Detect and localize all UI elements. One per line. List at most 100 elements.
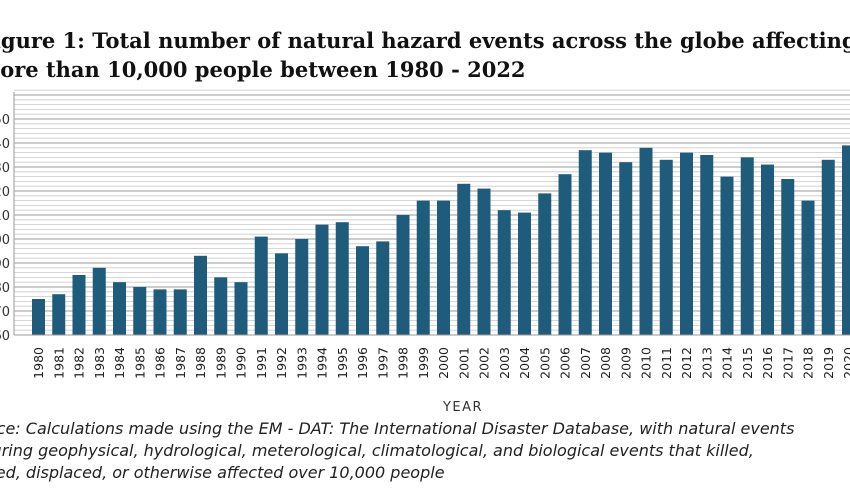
bar-2014 — [720, 176, 734, 335]
bar-2001 — [457, 183, 471, 335]
x-axis-ticks: 1980 1981 1982 1983 1984 1985 1986 1987 1988 1989… — [31, 347, 850, 379]
y-tick-label: 90 — [0, 257, 10, 272]
x-tick-label: 1986 — [153, 347, 168, 379]
x-tick-label: 2004 — [517, 347, 532, 379]
x-tick-label: 2011 — [659, 347, 674, 379]
bar-2009 — [619, 162, 633, 335]
chart-title: Figure 1: Total number of natural hazard… — [0, 26, 850, 84]
x-tick-label: 1989 — [213, 347, 228, 379]
x-tick-label: 2000 — [436, 347, 451, 379]
x-tick-label: 2002 — [477, 347, 492, 379]
x-tick-label: 2006 — [558, 347, 573, 379]
x-tick-label: 1995 — [335, 347, 350, 379]
bar-1980 — [32, 299, 45, 335]
bar-1998 — [396, 215, 410, 335]
bar-1990 — [234, 282, 248, 335]
bar-2013 — [700, 155, 714, 335]
bar-1987 — [173, 289, 187, 335]
x-tick-label: 1994 — [315, 347, 330, 379]
x-tick-label: 2005 — [537, 347, 552, 379]
y-tick-label: 60 — [0, 329, 10, 344]
bar-1984 — [113, 282, 126, 335]
bar-1992 — [275, 253, 288, 335]
x-tick-label: 2013 — [699, 347, 714, 379]
x-tick-label: 2012 — [679, 347, 694, 379]
x-tick-label: 1990 — [234, 347, 249, 379]
source-note: Source: Calculations made using the EM -… — [0, 418, 794, 484]
x-tick-label: 2018 — [801, 347, 816, 379]
x-tick-label: 1992 — [274, 347, 289, 379]
x-tick-label: 1997 — [375, 347, 390, 379]
bars — [32, 145, 850, 335]
bar-2005 — [538, 193, 552, 335]
x-tick-label: 1987 — [173, 347, 188, 379]
x-tick-label: 1999 — [416, 347, 431, 379]
y-tick-label: 130 — [0, 161, 10, 176]
bar-2000 — [437, 200, 450, 335]
x-tick-label: 1983 — [92, 347, 107, 379]
source-line-3: injured, displaced, or otherwise affecte… — [0, 463, 445, 482]
bar-1993 — [295, 239, 309, 335]
x-tick-label: 1996 — [355, 347, 370, 379]
bar-1994 — [315, 224, 329, 335]
y-tick-label: 110 — [0, 209, 10, 224]
y-tick-label: 140 — [0, 137, 10, 152]
y-tick-label: 100 — [0, 233, 10, 248]
x-tick-label: 2014 — [720, 347, 735, 379]
x-tick-label: 2009 — [618, 347, 633, 379]
x-tick-label: 1988 — [193, 347, 208, 379]
x-tick-label: 2017 — [780, 347, 795, 379]
bar-2020 — [842, 145, 850, 335]
bar-2007 — [578, 150, 592, 335]
bar-1989 — [214, 277, 228, 335]
y-tick-label: 120 — [0, 185, 10, 200]
x-tick-label: 1981 — [51, 347, 66, 379]
chart-title-line-1: Figure 1: Total number of natural hazard… — [0, 28, 850, 53]
bar-2008 — [599, 152, 612, 335]
x-tick-label: 1982 — [72, 347, 87, 379]
bar-2017 — [781, 179, 795, 335]
x-tick-label: 2007 — [578, 347, 593, 379]
bar-1991 — [254, 236, 268, 335]
x-tick-label: 2003 — [497, 347, 512, 379]
y-tick-label: 150 — [0, 113, 10, 128]
bar-1997 — [376, 241, 390, 335]
source-line-2: featuring geophysical, hydrological, met… — [0, 441, 754, 460]
bar-2012 — [680, 152, 693, 335]
y-axis-ticks: 60 70 80 90 100 110 120 130 140 150 — [0, 113, 10, 344]
bar-2018 — [801, 200, 815, 335]
bar-1981 — [52, 294, 66, 335]
bar-2002 — [477, 188, 491, 335]
bar-1982 — [72, 275, 86, 335]
bar-1986 — [153, 289, 167, 335]
x-tick-label: 2015 — [740, 347, 755, 379]
y-tick-label: 80 — [0, 281, 10, 296]
x-tick-label: 2020 — [841, 347, 850, 379]
x-tick-label: 1993 — [294, 347, 309, 379]
x-tick-label: 1984 — [112, 347, 127, 379]
chart-title-line-2: more than 10,000 people between 1980 - 2… — [0, 57, 526, 82]
x-tick-label: 2010 — [639, 347, 654, 379]
bar-2019 — [821, 159, 835, 335]
bar-2003 — [497, 210, 511, 335]
x-tick-label: 2008 — [598, 347, 613, 379]
x-tick-label: 1991 — [254, 347, 269, 379]
bar-1988 — [194, 255, 207, 335]
bar-2016 — [761, 164, 774, 335]
x-axis-label: YEAR — [442, 400, 483, 415]
bar-2006 — [558, 174, 572, 335]
x-tick-label: 1985 — [132, 347, 147, 379]
x-tick-label: 2016 — [760, 347, 775, 379]
x-tick-label: 2019 — [821, 347, 836, 379]
bar-1999 — [416, 200, 430, 335]
bar-2010 — [639, 147, 653, 335]
bar-2004 — [518, 212, 531, 335]
bar-1995 — [335, 222, 349, 335]
x-tick-label: 1980 — [31, 347, 46, 379]
x-tick-label: 2001 — [456, 347, 471, 379]
bar-1996 — [356, 246, 369, 335]
bar-2011 — [659, 159, 673, 335]
bar-2015 — [740, 157, 754, 335]
y-tick-label: 70 — [0, 305, 10, 320]
